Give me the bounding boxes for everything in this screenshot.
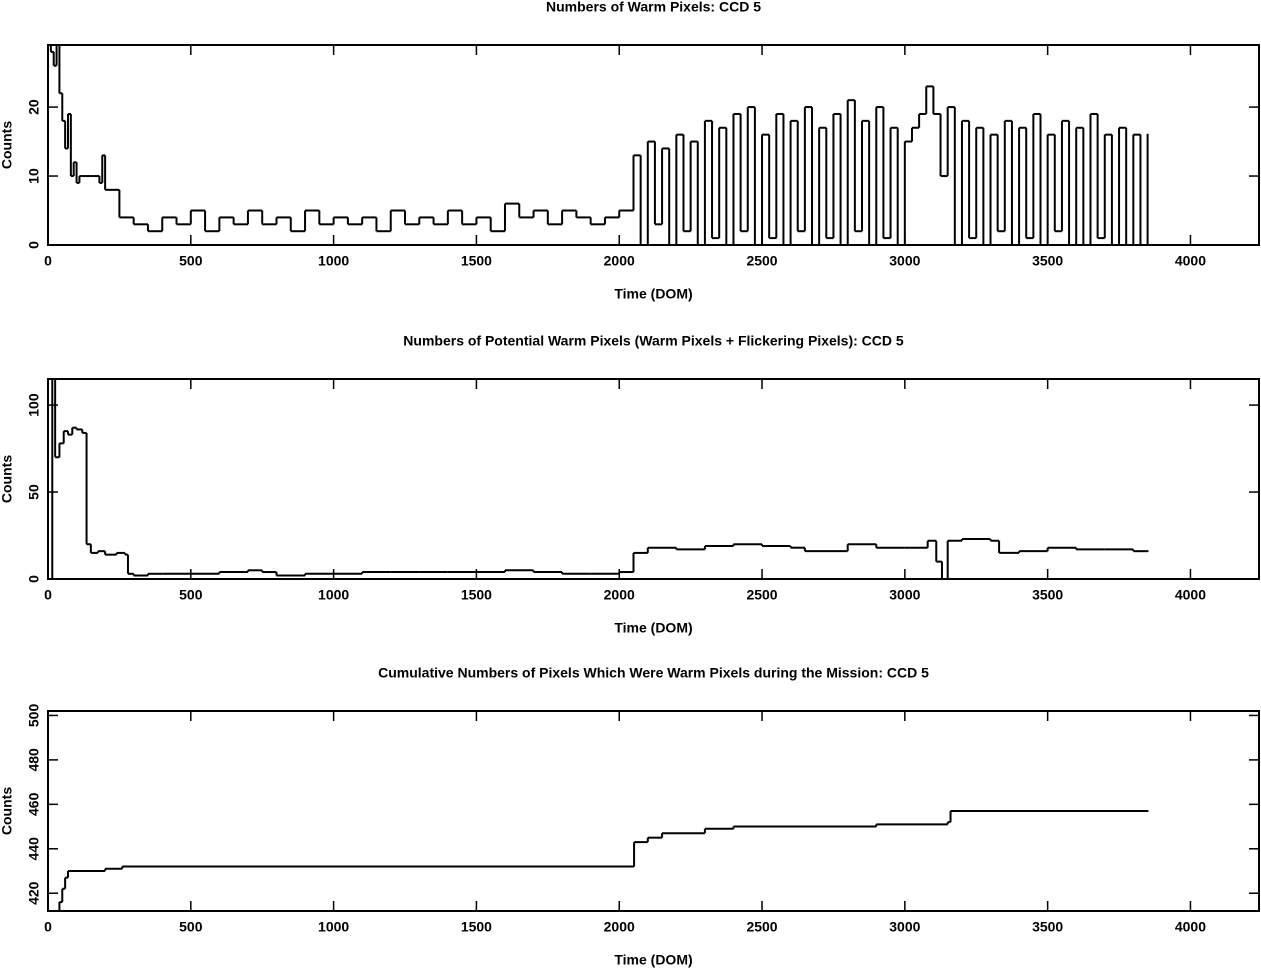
- y-tick-label: 20: [26, 99, 42, 115]
- chart-title: Numbers of Warm Pixels: CCD 5: [546, 0, 761, 15]
- x-axis-label: Time (DOM): [614, 952, 692, 968]
- x-tick-label: 3000: [889, 919, 920, 935]
- plot-frame: [47, 710, 1260, 912]
- y-axis-label: Counts: [0, 121, 15, 169]
- y-tick-label: 10: [26, 168, 42, 184]
- x-tick-label: 500: [179, 587, 203, 603]
- x-tick-label: 500: [179, 253, 203, 269]
- x-axis-label: Time (DOM): [614, 620, 692, 636]
- plot-frame: [47, 378, 1260, 580]
- x-tick-label: 0: [44, 587, 52, 603]
- x-tick-label: 0: [44, 919, 52, 935]
- x-tick-label: 1500: [461, 253, 492, 269]
- x-tick-label: 1500: [461, 919, 492, 935]
- x-tick-label: 1000: [318, 253, 349, 269]
- x-tick-label: 4000: [1175, 587, 1206, 603]
- x-tick-label: 3500: [1032, 919, 1063, 935]
- y-tick-label: 460: [26, 792, 42, 816]
- x-tick-label: 2500: [746, 587, 777, 603]
- plot-frame: [47, 44, 1260, 246]
- y-tick-label: 0: [26, 575, 42, 583]
- x-tick-label: 1000: [318, 587, 349, 603]
- x-tick-label: 2500: [746, 253, 777, 269]
- x-tick-label: 2000: [604, 253, 635, 269]
- y-axis-label: Counts: [0, 787, 15, 835]
- x-tick-label: 2000: [604, 919, 635, 935]
- chart-title: Cumulative Numbers of Pixels Which Were …: [378, 665, 929, 681]
- x-tick-label: 3500: [1032, 587, 1063, 603]
- point: [1146, 810, 1149, 812]
- point: [1146, 550, 1149, 553]
- x-tick-label: 3500: [1032, 253, 1063, 269]
- y-axis-label: Counts: [0, 455, 15, 503]
- y-tick-label: 100: [26, 393, 42, 417]
- chart-title: Numbers of Potential Warm Pixels (Warm P…: [403, 333, 904, 349]
- y-tick-label: 500: [26, 704, 42, 728]
- x-axis-label: Time (DOM): [614, 286, 692, 302]
- x-tick-label: 2500: [746, 919, 777, 935]
- x-tick-label: 3000: [889, 587, 920, 603]
- x-tick-label: 0: [44, 253, 52, 269]
- x-tick-label: 3000: [889, 253, 920, 269]
- y-tick-label: 420: [26, 881, 42, 905]
- y-tick-label: 480: [26, 748, 42, 772]
- y-tick-label: 440: [26, 837, 42, 861]
- x-tick-label: 1500: [461, 587, 492, 603]
- y-tick-label: 0: [26, 241, 42, 249]
- y-tick-label: 50: [26, 484, 42, 500]
- x-tick-label: 4000: [1175, 919, 1206, 935]
- point: [1146, 133, 1149, 136]
- x-tick-label: 500: [179, 919, 203, 935]
- x-tick-label: 2000: [604, 587, 635, 603]
- x-tick-label: 4000: [1175, 253, 1206, 269]
- x-tick-label: 1000: [318, 919, 349, 935]
